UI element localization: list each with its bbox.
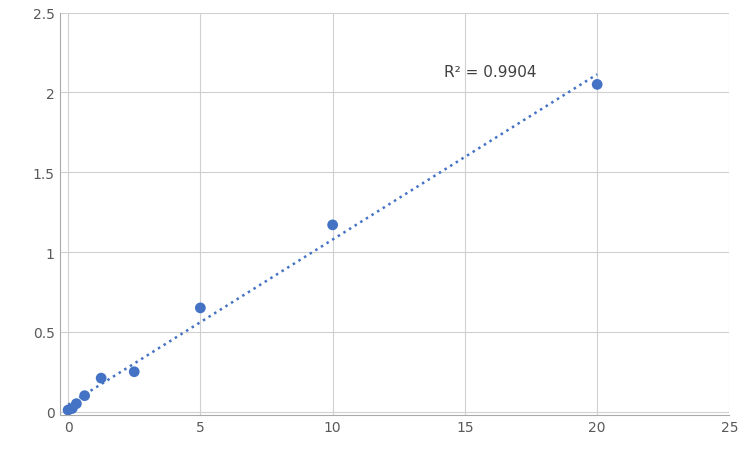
- Point: [128, 368, 140, 376]
- Point: [591, 82, 603, 89]
- Point: [66, 405, 78, 412]
- Point: [62, 406, 74, 414]
- Text: R² = 0.9904: R² = 0.9904: [444, 65, 536, 80]
- Point: [194, 304, 206, 312]
- Point: [79, 392, 91, 400]
- Point: [71, 400, 83, 407]
- Point: [96, 375, 108, 382]
- Point: [326, 222, 338, 229]
